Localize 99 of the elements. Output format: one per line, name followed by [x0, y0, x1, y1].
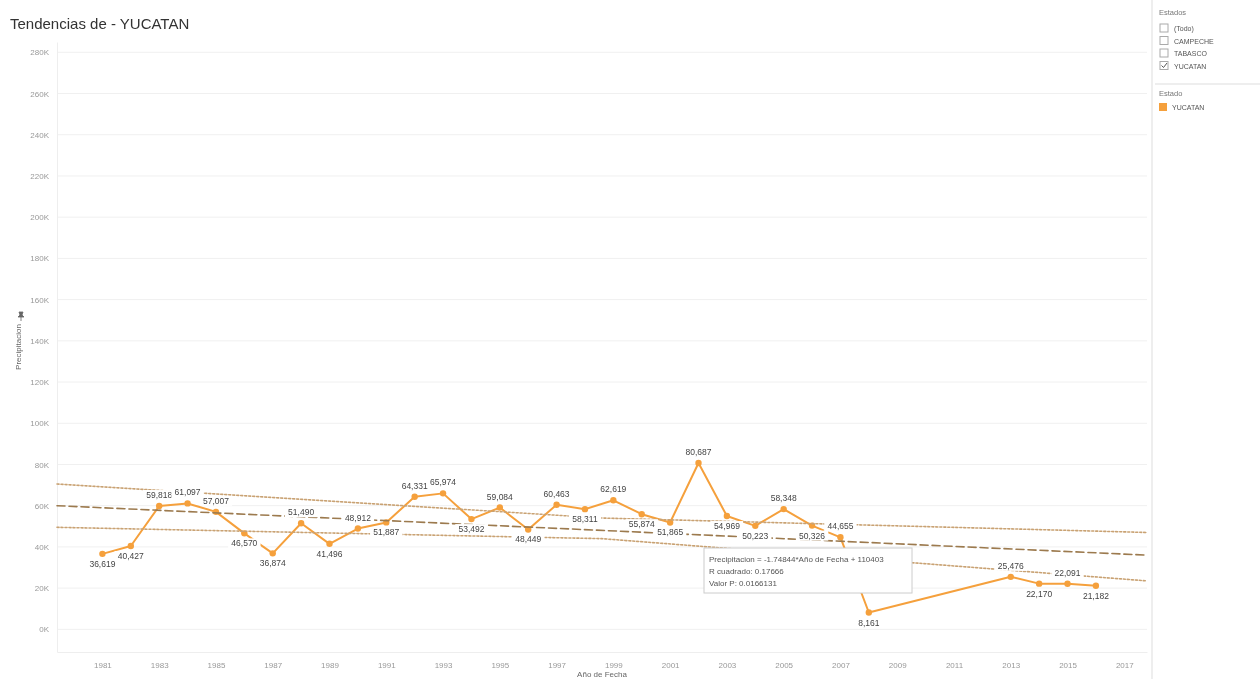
point: [354, 525, 362, 532]
data-label: 53,492: [458, 524, 485, 535]
point: [99, 550, 106, 558]
y-tick-label: 40K: [34, 542, 50, 552]
data-label: 80,687: [685, 447, 712, 458]
point: [439, 490, 447, 497]
data-label: 48,912: [344, 512, 372, 523]
point: [127, 542, 134, 550]
x-tick-label: 2005: [775, 660, 794, 670]
x-tick-label: 2009: [888, 660, 908, 670]
data-label: 41,496: [316, 548, 343, 559]
y-tick-label: 140K: [30, 336, 50, 346]
x-tick-label: 1995: [491, 660, 510, 670]
data-label: 36,874: [259, 558, 286, 569]
y-tick-label: 180K: [30, 254, 50, 264]
y-tick-label: 260K: [30, 89, 50, 99]
point: [496, 504, 504, 511]
point: [326, 540, 333, 548]
y-tick-label: 160K: [30, 295, 50, 305]
x-tick-label: 2001: [661, 660, 681, 670]
point: [1064, 580, 1071, 588]
data-label: 40,427: [117, 551, 145, 562]
y-tick-label: 120K: [30, 378, 50, 388]
annotation: R cuadrado: 0.17666: [709, 567, 785, 576]
x-tick-label: 1981: [94, 660, 113, 670]
data-label: 48,449: [515, 534, 542, 545]
point: [297, 520, 305, 527]
y-tick-label: 240K: [30, 130, 50, 140]
x-tick-label: 2011: [945, 660, 964, 670]
data-label: 51,865: [657, 527, 684, 538]
data-label: 8,161: [858, 617, 880, 628]
point: [752, 522, 759, 530]
annotation: Valor P: 0.0166131: [709, 579, 778, 588]
x-tick-label: 2013: [1002, 660, 1021, 670]
data-label: 60,463: [543, 488, 570, 499]
data-label: 65,974: [430, 477, 457, 488]
data-label: 55,874: [628, 519, 656, 530]
point: [581, 505, 589, 513]
data-label: 64,331: [401, 480, 428, 491]
x-tick-label: 1985: [207, 660, 226, 670]
data-label: 50,326: [799, 530, 826, 541]
data-label: 58,348: [770, 493, 797, 504]
y-tick-label: 100K: [30, 419, 50, 429]
y-tick-label: 60K: [34, 501, 50, 511]
y-tick-label: 20K: [34, 584, 50, 594]
data-label: 51,887: [373, 527, 400, 538]
point: [1035, 580, 1043, 587]
x-tick-label: 2015: [1059, 660, 1078, 670]
point: [865, 609, 873, 616]
data-label: 58,311: [572, 514, 598, 525]
data-label: 59,084: [486, 491, 514, 502]
data-label: 57,007: [202, 495, 230, 506]
data-label: 62,619: [600, 484, 627, 495]
x-tick-label: 1987: [264, 660, 283, 670]
point: [723, 512, 731, 520]
x-tick-label: 2007: [832, 660, 851, 670]
point: [780, 505, 787, 513]
point: [695, 459, 702, 467]
y-tick-label: 280K: [30, 48, 50, 58]
data-label: 25,476: [997, 560, 1025, 571]
y-tick-label: 220K: [30, 172, 50, 182]
data-label: 44,655: [827, 521, 854, 532]
data-label: 59,818: [146, 490, 173, 501]
x-tick-label: 1989: [321, 660, 340, 670]
point: [1007, 573, 1014, 581]
annotation: Precipitacion = -1.74844*Año de Fecha + 110403: [709, 555, 885, 564]
x-tick-label: 1993: [434, 660, 453, 670]
x-tick-label: 2003: [718, 660, 737, 670]
x-axis-title: Año de Fecha: [577, 670, 628, 679]
point: [411, 493, 418, 500]
point: [837, 534, 844, 541]
x-tick-label: 1983: [150, 660, 170, 670]
point: [553, 501, 560, 508]
data-label: 50,223: [742, 530, 769, 541]
data-label: 22,170: [1026, 588, 1053, 599]
x-tick-label: 1999: [604, 660, 624, 670]
point: [1092, 582, 1100, 589]
tooltip: Precipitacion = -1.74844*Año de Fecha + 110403 R cuadrado: 0.17666 Valor P: 0.0166131: [703, 547, 913, 594]
point: [155, 502, 163, 510]
y-axis-title: Precipitacion: [14, 324, 23, 370]
data-label: 21,182: [1082, 590, 1110, 601]
point: [638, 510, 645, 518]
chart-title: Tendencias de - YUCATAN: [10, 15, 190, 32]
data-label: 54,969: [713, 521, 741, 532]
point: [610, 497, 617, 504]
y-tick-label: 80K: [34, 460, 50, 470]
data-label: 22,091: [1054, 567, 1081, 578]
point: [468, 515, 475, 523]
data-label: 61,097: [174, 487, 201, 498]
point: [184, 500, 191, 507]
data-label: 46,570: [231, 538, 258, 549]
y-tick-label: 0K: [39, 625, 50, 635]
data-label: 51,490: [288, 507, 315, 518]
x-tick-label: 1997: [548, 660, 567, 670]
point: [269, 550, 276, 557]
x-tick-label: 1991: [377, 660, 397, 670]
y-tick-label: 200K: [30, 213, 50, 223]
x-tick-label: 2017: [1115, 660, 1135, 670]
data-label: 36,619: [89, 558, 116, 569]
